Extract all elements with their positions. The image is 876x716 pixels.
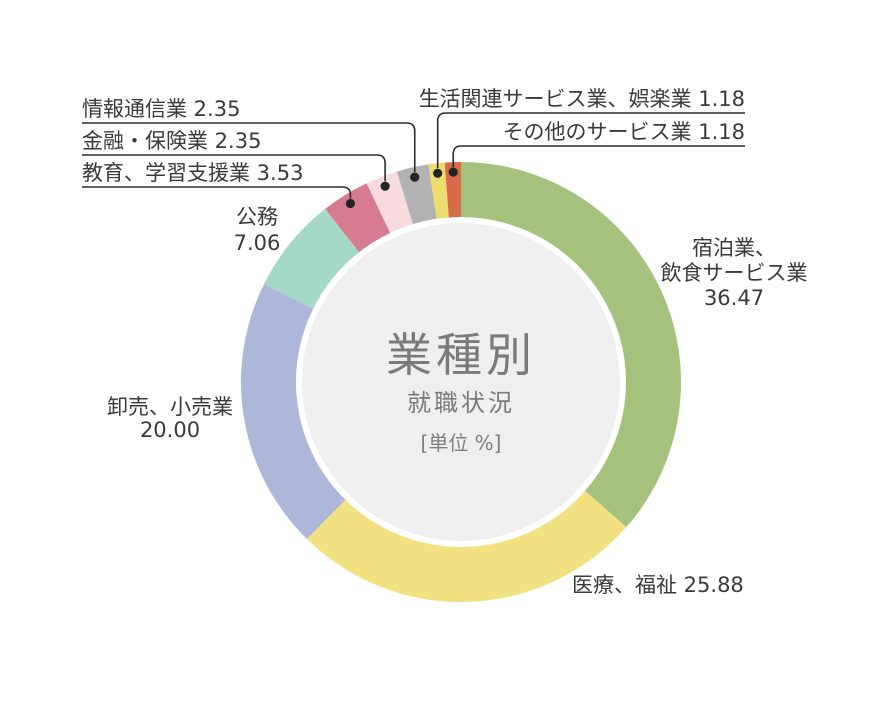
- label-accommodation-line1: 宿泊業、: [692, 236, 776, 260]
- donut-segment-3: [264, 208, 360, 310]
- label-wholesale-retail-value: 20.00: [139, 418, 201, 442]
- chart-title: 業種別: [386, 328, 536, 382]
- leader-dot-segment-5: [380, 181, 390, 191]
- leader-dot-segment-4: [345, 198, 356, 209]
- label-accommodation-food-service: 宿泊業、 飲食サービス業 36.47: [661, 236, 808, 311]
- label-public-service-name: 公務: [235, 205, 278, 229]
- label-finance-insurance: 金融・保険業 2.35: [82, 129, 262, 153]
- leader-line-segment-6: [82, 122, 416, 173]
- label-accommodation-line2: 飲食サービス業: [660, 261, 808, 285]
- donut-segment-6: [396, 164, 438, 225]
- donut-center-hole: [302, 223, 620, 541]
- label-medical-welfare: 医療、福祉 25.88: [572, 573, 744, 597]
- leader-line-segment-8: [452, 145, 745, 168]
- label-public-service: 公務 7.06: [234, 204, 281, 256]
- donut-segment-8: [444, 162, 462, 218]
- chart-subtitle: 就職状況: [407, 389, 515, 417]
- label-education-support: 教育、学習支援業 3.53: [82, 161, 304, 185]
- leader-line-segment-5: [82, 154, 386, 182]
- donut-segment-5: [366, 171, 414, 234]
- chart-unit-note: [単位 %]: [420, 431, 502, 455]
- label-wholesale-retail-name: 卸売、小売業: [107, 395, 233, 419]
- leader-line-segment-4: [82, 186, 352, 199]
- label-information-communication: 情報通信業 2.35: [82, 97, 241, 121]
- donut-segment-7: [428, 162, 450, 219]
- leader-dot-segment-7: [433, 168, 443, 178]
- donut-segment-2: [241, 283, 346, 540]
- donut-segment-0: [460, 162, 681, 528]
- label-lifestyle-entertainment: 生活関連サービス業、娯楽業 1.18: [418, 87, 745, 111]
- label-wholesale-retail: 卸売、小売業 20.00: [107, 396, 233, 442]
- label-other-services: その他のサービス業 1.18: [502, 120, 745, 144]
- leader-dot-segment-8: [448, 167, 458, 177]
- leader-dot-segment-6: [410, 172, 420, 182]
- chart-center-text: 業種別 就職状況 [単位 %]: [386, 331, 536, 454]
- label-public-service-value: 7.06: [233, 231, 281, 255]
- leader-line-segment-7: [436, 112, 745, 169]
- donut-segment-1: [306, 490, 627, 602]
- label-accommodation-value: 36.47: [703, 286, 765, 310]
- donut-segment-4: [325, 183, 391, 253]
